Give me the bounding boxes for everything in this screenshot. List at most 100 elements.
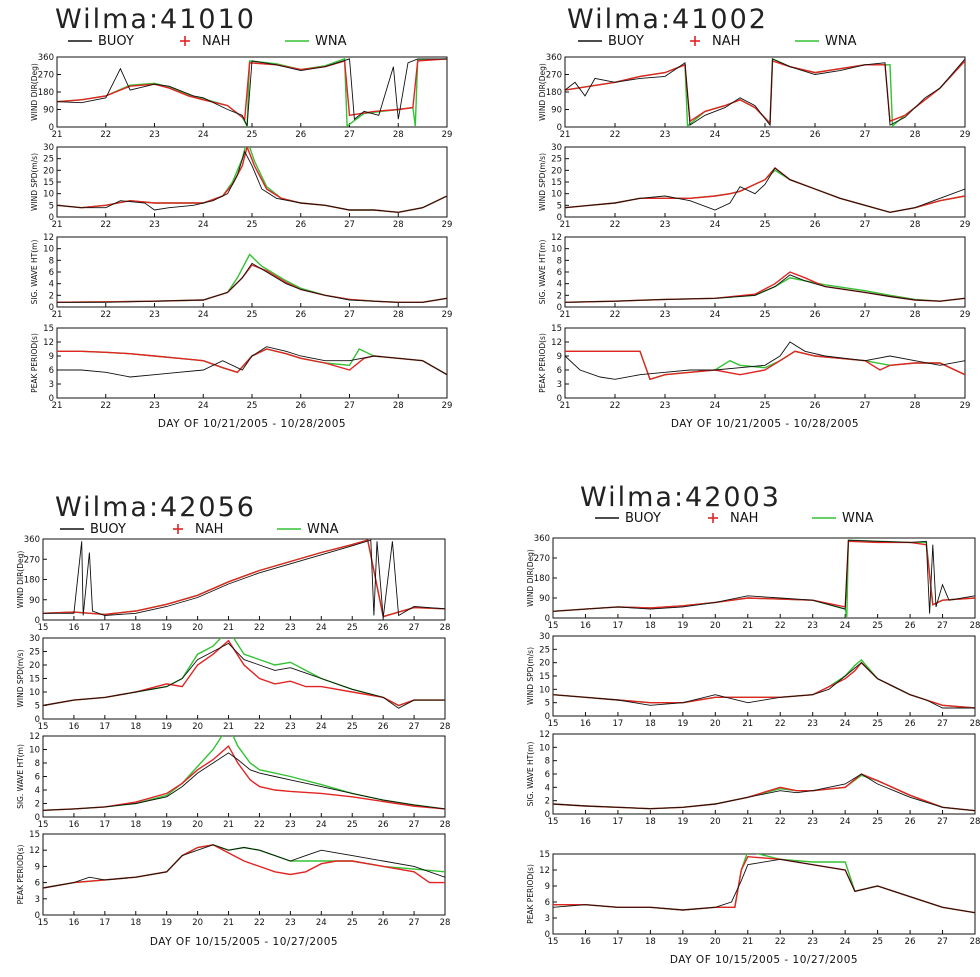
x-tick-label: 23 <box>807 719 818 729</box>
series-line-buoy <box>57 262 447 303</box>
x-tick-label: 26 <box>810 130 821 140</box>
y-axis-label: SIG. WAVE HT(m) <box>526 742 535 807</box>
series-line-buoy <box>43 642 445 709</box>
x-tick-label: 17 <box>613 621 624 631</box>
y-tick-label: 360 <box>534 534 550 544</box>
x-tick-label: 19 <box>677 621 688 631</box>
y-tick-label: 30 <box>551 143 562 153</box>
x-tick-label: 18 <box>645 621 656 631</box>
x-tick-label: 19 <box>677 817 688 827</box>
y-axis-label: WIND SPD(m/s) <box>30 153 39 211</box>
y-tick-label: 0 <box>35 715 40 725</box>
y-tick-label: 4 <box>557 280 562 290</box>
x-tick-label: 21 <box>560 130 571 140</box>
x-tick-label: 29 <box>442 310 453 320</box>
y-tick-label: 15 <box>43 178 54 188</box>
x-tick-label: 26 <box>378 820 389 830</box>
panel-frame <box>56 146 448 218</box>
x-tick-label: 15 <box>38 722 49 732</box>
panel-frame <box>552 537 976 619</box>
y-axis-label: PEAK PERIOD(s) <box>538 333 547 393</box>
x-tick-label: 23 <box>285 722 296 732</box>
x-axis-title: DAY OF 10/21/2005 - 10/28/2005 <box>158 418 346 430</box>
y-tick-label: 270 <box>546 71 562 81</box>
legend-label-wna: WNA <box>842 511 874 526</box>
y-tick-label: 360 <box>546 53 562 63</box>
x-tick-label: 19 <box>677 937 688 947</box>
panel-wind-dir-deg-: 0 90 180 270 360 21 22 23 24 25 26 27 28 29 WIND DIR(D… <box>30 53 452 140</box>
y-tick-label: 12 <box>29 732 40 742</box>
x-tick-label: 26 <box>378 918 389 928</box>
panel-frame <box>56 236 448 308</box>
x-tick-label: 24 <box>840 937 851 947</box>
x-tick-label: 15 <box>548 937 559 947</box>
legend-entry-wna: WNA <box>812 511 874 526</box>
x-tick-label: 26 <box>810 401 821 411</box>
legend-label-nah: NAH <box>195 522 223 537</box>
x-tick-label: 27 <box>937 817 948 827</box>
x-tick-label: 26 <box>905 621 916 631</box>
panel-wind-spd-m-s-: 0 5 10 15 20 25 30 15 16 17 18 19 20 21 22 23 24 25 26 27 28… <box>526 632 980 729</box>
x-tick-label: 21 <box>52 310 63 320</box>
y-tick-label: 9 <box>545 882 550 892</box>
x-tick-label: 29 <box>960 130 971 140</box>
x-tick-label: 25 <box>247 310 258 320</box>
y-tick-label: 270 <box>38 71 54 81</box>
x-tick-label: 24 <box>710 220 721 230</box>
x-tick-label: 27 <box>860 401 871 411</box>
y-tick-label: 5 <box>49 201 54 211</box>
x-tick-label: 16 <box>69 820 80 830</box>
series-line-buoy <box>565 167 965 213</box>
x-tick-label: 21 <box>742 817 753 827</box>
y-tick-label: 15 <box>29 675 40 685</box>
x-tick-label: 20 <box>192 623 203 633</box>
legend-label-wna: WNA <box>825 34 857 49</box>
y-axis-label: SIG. WAVE HT(m) <box>538 240 547 305</box>
y-tick-label: 2 <box>35 800 40 810</box>
panel-frame <box>552 635 976 717</box>
y-tick-label: 0 <box>545 810 550 820</box>
x-tick-label: 28 <box>970 719 980 729</box>
series-line-wna <box>57 147 447 214</box>
x-tick-label: 16 <box>580 937 591 947</box>
x-tick-label: 17 <box>613 719 624 729</box>
y-tick-label: 12 <box>539 730 550 740</box>
x-tick-label: 25 <box>872 817 883 827</box>
y-tick-label: 3 <box>557 380 562 390</box>
x-tick-label: 29 <box>442 130 453 140</box>
y-tick-label: 25 <box>29 648 40 658</box>
y-tick-label: 8 <box>49 256 54 266</box>
series-line-wna <box>43 736 445 811</box>
y-tick-label: 360 <box>24 535 40 545</box>
series-line-wna <box>553 539 975 618</box>
x-tick-label: 15 <box>548 621 559 631</box>
y-axis-label: WIND DIR(Deg) <box>30 63 39 121</box>
x-tick-label: 28 <box>910 220 921 230</box>
x-tick-label: 16 <box>580 621 591 631</box>
x-tick-label: 28 <box>440 722 451 732</box>
series-line-buoy <box>57 58 447 127</box>
y-tick-label: 90 <box>539 594 550 604</box>
x-axis-title: DAY OF 10/15/2005 - 10/27/2005 <box>670 954 858 966</box>
legend-label-buoy: BUOY <box>625 511 661 526</box>
y-tick-label: 6 <box>49 268 54 278</box>
x-tick-label: 21 <box>52 130 63 140</box>
series-line-nah <box>57 58 447 121</box>
x-tick-label: 24 <box>710 310 721 320</box>
y-tick-label: 5 <box>557 201 562 211</box>
y-tick-label: 15 <box>29 830 40 840</box>
y-tick-label: 25 <box>43 155 54 165</box>
x-tick-label: 23 <box>149 310 160 320</box>
x-tick-label: 24 <box>198 401 209 411</box>
y-tick-label: 15 <box>551 324 562 334</box>
panel-peak-period-s-: 0 3 6 9 12 15 21 22 23 24 25 26 27 28 29 PEAK PERIOD(s) <box>30 324 452 411</box>
y-tick-label: 10 <box>43 245 54 255</box>
station-title: Wilma:42003 <box>580 482 781 513</box>
series-line-nah <box>57 147 447 214</box>
y-tick-label: 360 <box>38 53 54 63</box>
y-tick-label: 5 <box>35 702 40 712</box>
y-tick-label: 180 <box>38 88 54 98</box>
x-tick-label: 17 <box>99 722 110 732</box>
